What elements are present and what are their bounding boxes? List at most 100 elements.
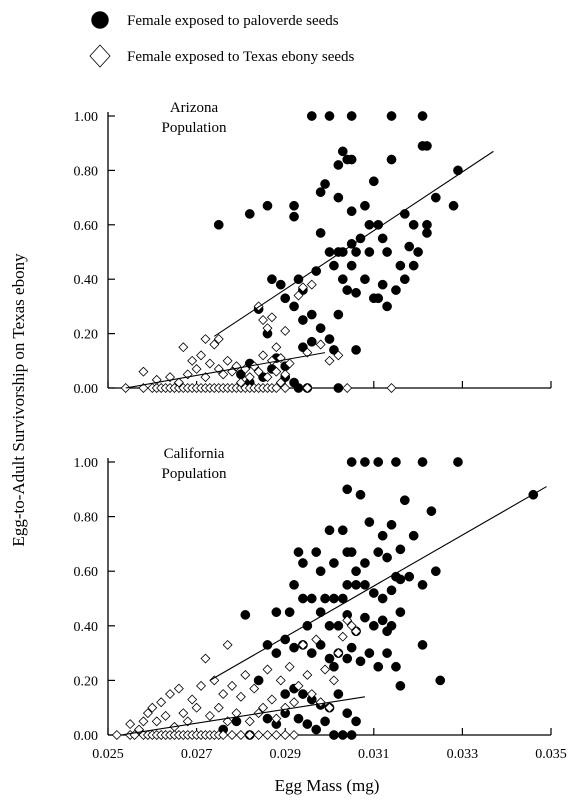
data-point-ebony xyxy=(138,716,149,727)
panel-arizona: 0.00 0.20 0.40 0.60 0.80 1.00 Arizona Populatio… xyxy=(74,100,552,397)
data-point-paloverde xyxy=(324,525,335,536)
data-point-paloverde xyxy=(333,192,344,203)
data-point-paloverde xyxy=(342,484,353,495)
data-point-paloverde xyxy=(351,247,361,257)
data-point-paloverde xyxy=(404,571,415,582)
regression-line xyxy=(121,696,366,736)
data-point-paloverde xyxy=(298,315,308,325)
data-point-paloverde xyxy=(289,200,299,211)
data-point-paloverde xyxy=(377,593,388,604)
legend-filled-circle-icon xyxy=(91,11,109,29)
data-point-paloverde xyxy=(364,517,375,527)
data-point-ebony xyxy=(306,689,317,700)
data-point-paloverde xyxy=(333,383,344,393)
data-point-ebony xyxy=(231,708,242,719)
data-point-ebony xyxy=(244,730,255,740)
data-point-paloverde xyxy=(395,607,406,618)
legend-label-paloverde: Female exposed to paloverde seeds xyxy=(127,13,339,29)
data-point-ebony xyxy=(284,358,295,369)
data-point-ebony xyxy=(275,377,286,388)
data-point-paloverde xyxy=(342,580,353,590)
data-point-ebony xyxy=(142,708,153,719)
data-point-paloverde xyxy=(422,228,432,238)
data-point-paloverde xyxy=(329,260,339,271)
data-point-paloverde xyxy=(355,489,366,500)
data-point-ebony xyxy=(187,694,198,705)
data-point-ebony xyxy=(196,350,206,361)
data-point-paloverde xyxy=(267,274,277,285)
data-point-ebony xyxy=(222,639,233,650)
data-point-ebony xyxy=(333,350,344,361)
data-point-paloverde xyxy=(364,219,375,230)
data-point-paloverde xyxy=(280,293,291,304)
y-tick-label: 0.80 xyxy=(74,511,99,526)
data-point-paloverde xyxy=(395,681,406,691)
data-point-ebony xyxy=(346,620,357,631)
data-point-ebony xyxy=(235,730,246,740)
data-point-ebony xyxy=(262,323,273,334)
data-point-ebony xyxy=(262,664,273,675)
data-point-ebony xyxy=(293,680,304,691)
data-point-ebony xyxy=(280,730,291,740)
data-point-paloverde xyxy=(351,345,361,355)
data-point-paloverde xyxy=(395,574,406,585)
data-point-ebony xyxy=(324,355,335,366)
data-point-paloverde xyxy=(373,293,384,304)
y-tick-label: 1.00 xyxy=(74,456,99,471)
data-point-ebony xyxy=(138,366,149,377)
data-point-ebony xyxy=(337,631,348,642)
x-tick-label: 0.033 xyxy=(447,747,479,762)
data-point-paloverde xyxy=(275,279,286,290)
data-point-ebony xyxy=(213,702,224,713)
data-point-paloverde xyxy=(289,211,299,222)
data-point-paloverde xyxy=(289,301,299,312)
y-tick-label: 1.00 xyxy=(74,110,99,125)
data-point-paloverde xyxy=(315,323,326,334)
data-point-ebony xyxy=(324,702,335,713)
data-point-paloverde xyxy=(360,274,370,285)
data-point-paloverde xyxy=(293,383,304,393)
data-point-paloverde xyxy=(311,724,322,735)
data-point-paloverde xyxy=(399,495,410,506)
data-point-ebony xyxy=(258,315,269,325)
data-point-paloverde xyxy=(453,165,463,176)
data-point-ebony xyxy=(249,683,260,694)
data-point-paloverde xyxy=(422,141,432,151)
data-point-ebony xyxy=(227,730,238,740)
data-point-ebony xyxy=(165,372,175,383)
data-point-paloverde xyxy=(293,547,304,557)
data-point-ebony xyxy=(213,334,224,345)
legend-label-ebony: Female exposed to Texas ebony seeds xyxy=(127,49,355,65)
regression-line xyxy=(125,352,326,389)
data-point-paloverde xyxy=(453,457,463,467)
data-point-paloverde xyxy=(342,708,353,719)
data-point-paloverde xyxy=(377,233,388,244)
y-axis-title: Egg-to-Adult Survivorship on Texas ebony xyxy=(9,253,28,547)
data-point-ebony xyxy=(271,730,282,740)
data-point-ebony xyxy=(178,708,189,719)
data-point-paloverde xyxy=(395,544,406,555)
data-point-paloverde xyxy=(306,111,317,121)
data-point-ebony xyxy=(235,691,246,702)
data-point-paloverde xyxy=(382,552,392,563)
legend-open-diamond-icon xyxy=(89,44,111,68)
data-point-ebony xyxy=(173,377,184,388)
data-point-paloverde xyxy=(422,219,432,230)
y-tick-label: 0.60 xyxy=(74,219,99,234)
data-point-paloverde xyxy=(315,566,326,577)
data-point-paloverde xyxy=(298,689,308,699)
data-point-paloverde xyxy=(271,648,282,658)
data-point-ebony xyxy=(200,372,211,383)
data-point-ebony xyxy=(218,369,229,380)
data-point-ebony xyxy=(204,358,215,369)
y-tick-label: 0.00 xyxy=(74,382,99,397)
data-point-ebony xyxy=(306,279,317,290)
data-point-ebony xyxy=(262,730,273,740)
legend: Female exposed to paloverde seeds Female… xyxy=(89,11,355,68)
data-point-ebony xyxy=(297,639,308,650)
data-point-paloverde xyxy=(404,241,415,252)
y-tick-label: 0.80 xyxy=(74,164,99,179)
data-point-paloverde xyxy=(324,111,335,121)
